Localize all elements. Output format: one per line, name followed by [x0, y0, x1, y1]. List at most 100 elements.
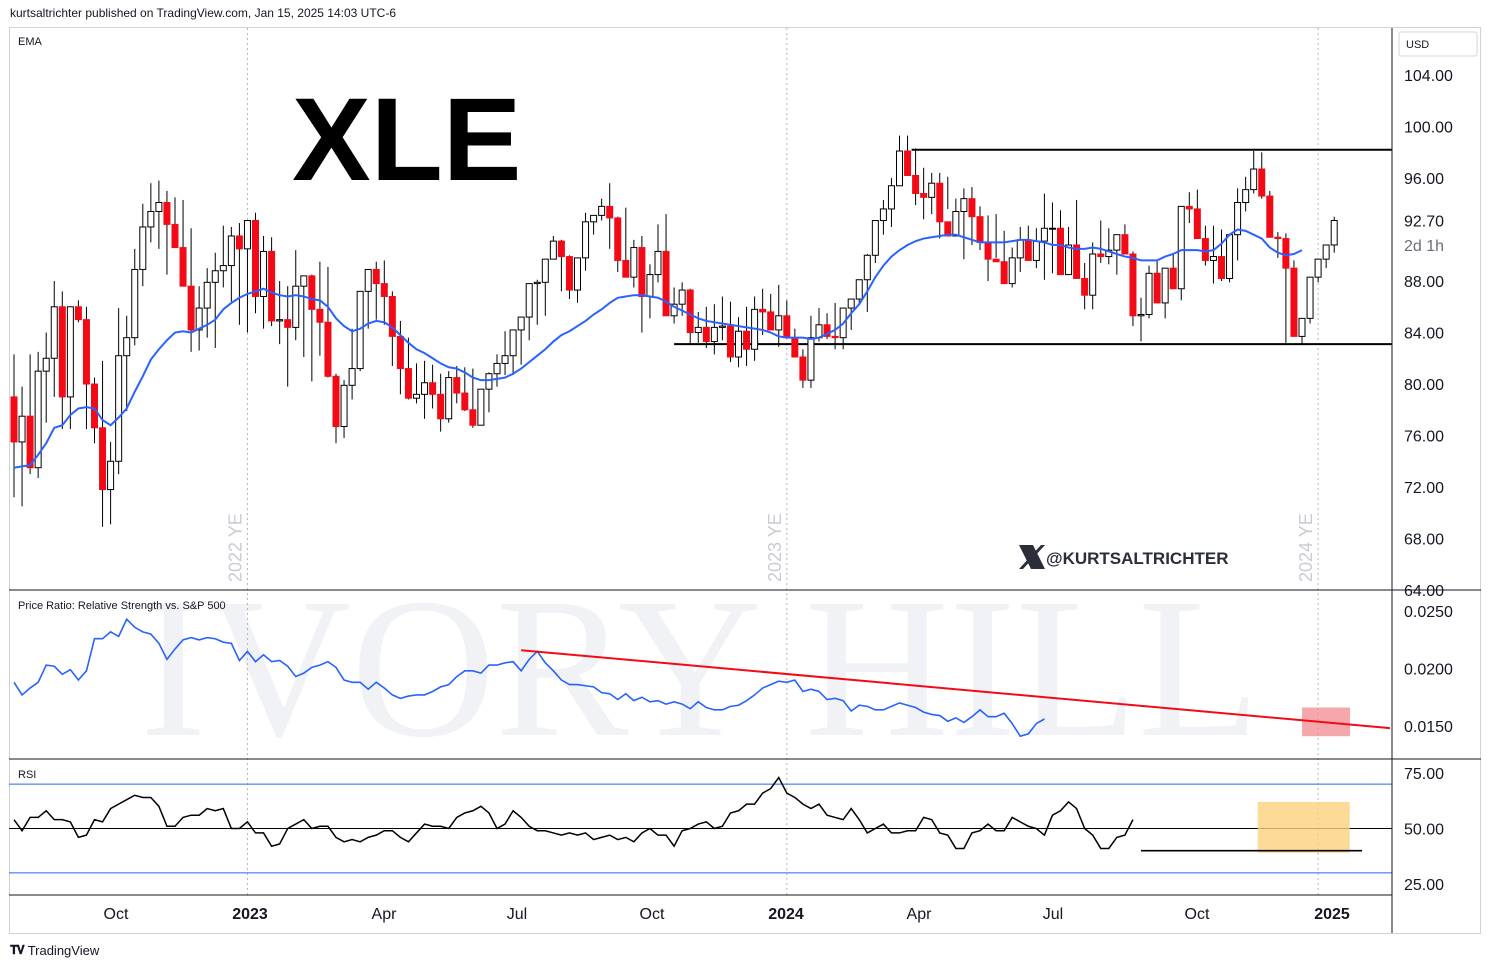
candle[interactable]: [1169, 254, 1177, 290]
candle[interactable]: [50, 281, 58, 397]
rsi-line[interactable]: [13, 776, 1134, 850]
candle[interactable]: [1201, 225, 1209, 266]
candle[interactable]: [968, 187, 976, 245]
candle[interactable]: [139, 203, 147, 287]
candle[interactable]: [163, 190, 171, 275]
rsi-pane[interactable]: [9, 776, 1392, 874]
candle[interactable]: [179, 199, 187, 287]
candle[interactable]: [614, 216, 622, 273]
candle[interactable]: [622, 207, 630, 278]
candle[interactable]: [694, 311, 702, 343]
candle[interactable]: [767, 293, 775, 331]
candle[interactable]: [1113, 234, 1121, 275]
candle[interactable]: [1129, 251, 1137, 327]
candle[interactable]: [525, 283, 533, 341]
candle[interactable]: [541, 258, 549, 316]
candle[interactable]: [944, 176, 952, 237]
candle[interactable]: [1040, 193, 1048, 280]
candle[interactable]: [477, 388, 485, 426]
candle[interactable]: [66, 306, 74, 430]
candle[interactable]: [1065, 226, 1073, 276]
candle[interactable]: [1314, 258, 1322, 283]
candle[interactable]: [115, 308, 123, 475]
candle[interactable]: [1024, 225, 1032, 261]
candle[interactable]: [1008, 247, 1016, 288]
candle[interactable]: [847, 298, 855, 330]
candle[interactable]: [1226, 234, 1234, 283]
candle[interactable]: [300, 275, 308, 357]
candle[interactable]: [759, 288, 767, 336]
candle[interactable]: [485, 372, 493, 413]
candle[interactable]: [1209, 225, 1217, 284]
candle[interactable]: [123, 315, 131, 412]
candle[interactable]: [364, 268, 372, 329]
candle[interactable]: [58, 291, 66, 430]
candle[interactable]: [260, 235, 268, 329]
candle[interactable]: [887, 178, 895, 227]
candle[interactable]: [1121, 224, 1129, 255]
candle[interactable]: [171, 197, 179, 249]
candle[interactable]: [243, 220, 251, 333]
candle[interactable]: [332, 373, 340, 444]
candle[interactable]: [1234, 188, 1242, 261]
candle[interactable]: [735, 317, 742, 368]
ratio-trendline[interactable]: [521, 649, 1391, 730]
candle[interactable]: [1306, 276, 1314, 324]
candle[interactable]: [726, 301, 734, 363]
candle[interactable]: [211, 252, 219, 348]
candle[interactable]: [582, 212, 590, 271]
candle[interactable]: [702, 306, 710, 348]
candle[interactable]: [686, 288, 694, 345]
candle[interactable]: [1250, 151, 1258, 194]
candle[interactable]: [1218, 229, 1225, 282]
candle[interactable]: [1322, 244, 1330, 269]
candle[interactable]: [227, 226, 235, 302]
candle[interactable]: [461, 367, 469, 412]
candle[interactable]: [517, 316, 525, 365]
candle[interactable]: [42, 332, 50, 423]
candle[interactable]: [1161, 267, 1169, 319]
currency-selector[interactable]: USD: [1398, 31, 1478, 57]
candle[interactable]: [936, 172, 944, 239]
candle[interactable]: [187, 228, 195, 352]
candle[interactable]: [855, 279, 863, 305]
candle[interactable]: [662, 214, 670, 317]
candle[interactable]: [630, 239, 638, 288]
candle[interactable]: [235, 223, 243, 325]
candle[interactable]: [791, 328, 799, 358]
candle[interactable]: [831, 302, 839, 350]
candle[interactable]: [871, 220, 879, 264]
currency-selector-box[interactable]: [1398, 31, 1478, 57]
candle[interactable]: [203, 268, 211, 338]
candle[interactable]: [74, 300, 82, 323]
candle[interactable]: [324, 266, 332, 378]
candle[interactable]: [646, 264, 654, 319]
candle[interactable]: [1097, 220, 1105, 264]
candle[interactable]: [1282, 233, 1290, 343]
candle[interactable]: [1081, 263, 1089, 310]
candle[interactable]: [574, 257, 581, 303]
candle[interactable]: [1298, 317, 1306, 345]
candle[interactable]: [284, 286, 292, 387]
candle[interactable]: [155, 180, 163, 249]
candle[interactable]: [590, 214, 598, 235]
candle[interactable]: [501, 331, 509, 376]
candle[interactable]: [920, 167, 928, 220]
candle[interactable]: [10, 354, 18, 498]
candle[interactable]: [340, 380, 348, 439]
candle[interactable]: [912, 148, 920, 206]
candle[interactable]: [1266, 190, 1274, 238]
ratio-line[interactable]: [13, 617, 1045, 738]
candle[interactable]: [565, 255, 573, 300]
candle[interactable]: [493, 354, 501, 387]
candle[interactable]: [1242, 176, 1250, 212]
candle[interactable]: [879, 199, 887, 235]
candle[interactable]: [928, 172, 936, 215]
candle[interactable]: [654, 224, 662, 283]
candle[interactable]: [533, 279, 541, 325]
candle[interactable]: [839, 307, 847, 350]
candle[interactable]: [1016, 226, 1024, 273]
candle[interactable]: [976, 206, 984, 251]
candle[interactable]: [807, 315, 815, 388]
